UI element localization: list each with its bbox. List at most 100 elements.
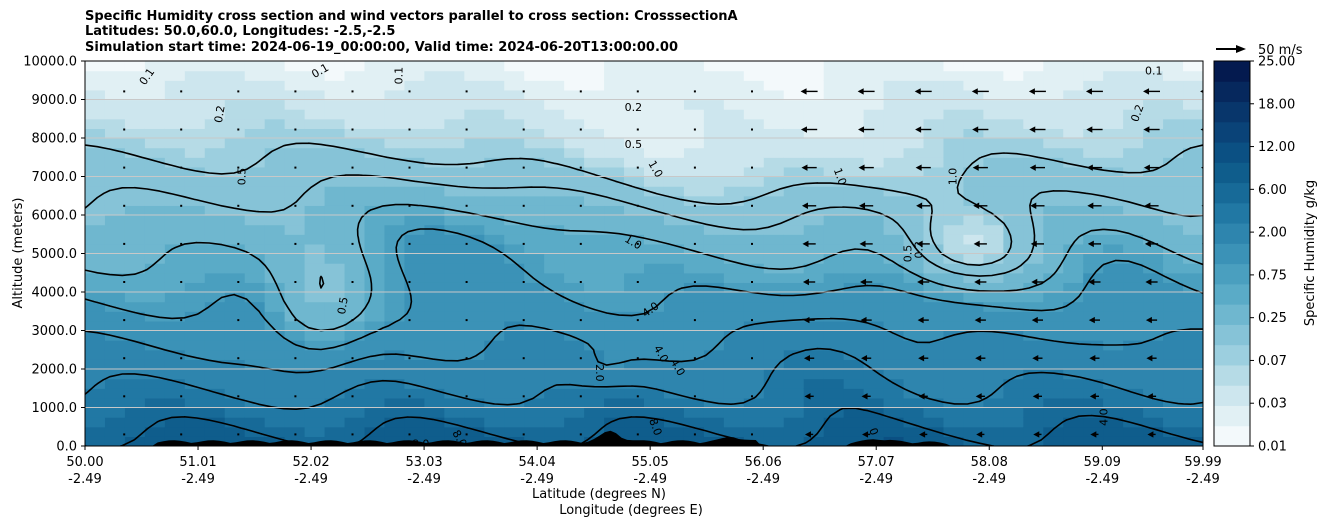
humidity-cell: [584, 176, 605, 187]
humidity-cell: [484, 186, 505, 197]
wind-vector-head: [1031, 316, 1038, 324]
humidity-cell: [783, 340, 805, 351]
humidity-cell: [823, 320, 845, 332]
humidity-cell: [823, 243, 845, 255]
humidity-cell: [1023, 89, 1044, 101]
contour-label: 4.0: [1097, 408, 1110, 426]
humidity-cell: [883, 426, 905, 437]
humidity-cell: [1123, 369, 1144, 380]
humidity-cell: [803, 436, 825, 446]
humidity-cell: [284, 109, 306, 120]
humidity-cell: [1103, 157, 1124, 168]
humidity-cell: [144, 292, 166, 303]
humidity-cell: [144, 378, 166, 389]
humidity-cell: [464, 61, 485, 72]
humidity-cell: [1083, 359, 1104, 370]
humidity-cell: [1083, 311, 1104, 322]
humidity-cell: [683, 61, 705, 72]
humidity-cell: [544, 128, 565, 139]
humidity-cell: [544, 359, 565, 370]
humidity-cell: [144, 426, 166, 437]
humidity-cell: [604, 70, 625, 81]
humidity-cell: [683, 89, 705, 101]
humidity-cell: [1123, 80, 1144, 91]
wind-vector-head: [1087, 240, 1094, 248]
humidity-cell: [304, 263, 326, 274]
humidity-cell: [624, 186, 645, 197]
humidity-cell: [963, 407, 984, 418]
humidity-cell: [644, 80, 665, 91]
humidity-cell: [424, 359, 445, 370]
humidity-cell: [604, 157, 625, 168]
humidity-cell: [384, 89, 406, 101]
wind-vector-dot: [294, 90, 297, 93]
humidity-cell: [184, 407, 206, 418]
humidity-cell: [943, 205, 965, 216]
humidity-cell: [1003, 272, 1024, 283]
humidity-cell: [85, 253, 106, 264]
contour-labels: 0.1 0.1 0.10.20.50.50.20.51.01.04.04.04.02…: [137, 61, 1163, 446]
humidity-cell: [1023, 349, 1044, 360]
humidity-cell: [584, 369, 605, 380]
humidity-cell: [1003, 340, 1024, 351]
humidity-cell: [1143, 417, 1164, 428]
humidity-cell: [444, 89, 465, 101]
humidity-cell: [923, 359, 945, 370]
humidity-cell: [324, 157, 346, 168]
humidity-cell: [504, 272, 525, 283]
humidity-cell: [663, 205, 685, 216]
humidity-cell: [703, 128, 725, 139]
humidity-cell: [903, 147, 925, 158]
humidity-cell: [404, 195, 425, 206]
humidity-cell: [544, 426, 565, 437]
humidity-cell: [384, 282, 406, 293]
humidity-cell: [564, 407, 585, 418]
humidity-cell: [783, 388, 805, 399]
humidity-cell: [484, 330, 505, 341]
humidity-cell: [224, 263, 246, 274]
wind-vector-head: [1146, 355, 1153, 362]
wind-vector-dot: [579, 281, 582, 283]
contour-label: 8.0: [646, 417, 664, 438]
humidity-cell: [983, 369, 1004, 380]
humidity-cell: [863, 301, 885, 312]
humidity-cell: [304, 224, 326, 235]
humidity-cell: [843, 301, 865, 312]
humidity-cell: [264, 292, 286, 303]
wind-vector-head: [916, 240, 923, 248]
humidity-cell: [963, 263, 984, 274]
humidity-cell: [504, 138, 525, 149]
humidity-cell: [943, 157, 965, 168]
humidity-cell: [1043, 205, 1064, 216]
humidity-cell: [85, 436, 106, 446]
humidity-cell: [943, 426, 965, 437]
colorbar-segment: [1214, 223, 1250, 244]
humidity-cell: [364, 311, 386, 322]
humidity-cell: [464, 109, 485, 120]
humidity-cell: [1143, 397, 1164, 409]
humidity-cell: [1003, 61, 1024, 72]
humidity-cell: [304, 243, 326, 255]
humidity-cell: [1043, 195, 1064, 206]
humidity-cell: [264, 330, 286, 341]
humidity-cell: [723, 205, 745, 216]
humidity-cell: [184, 70, 206, 81]
wind-vector-head: [858, 126, 865, 133]
humidity-cell: [244, 61, 266, 72]
wind-vector-dot: [693, 128, 696, 131]
humidity-cell: [1103, 147, 1124, 158]
wind-vector-dot: [579, 166, 582, 169]
humidity-cell: [963, 176, 984, 187]
humidity-cell: [703, 263, 725, 274]
humidity-cell: [1063, 292, 1084, 303]
humidity-cell: [624, 349, 645, 360]
humidity-cell: [424, 388, 445, 399]
humidity-cell: [164, 263, 186, 274]
humidity-cell: [324, 311, 346, 322]
wind-vector-dot: [751, 357, 753, 360]
humidity-cell: [424, 340, 445, 351]
humidity-cell: [144, 205, 166, 216]
humidity-cell: [604, 272, 625, 283]
wind-vector-head: [973, 202, 980, 209]
wind-vector-dot: [408, 204, 411, 207]
